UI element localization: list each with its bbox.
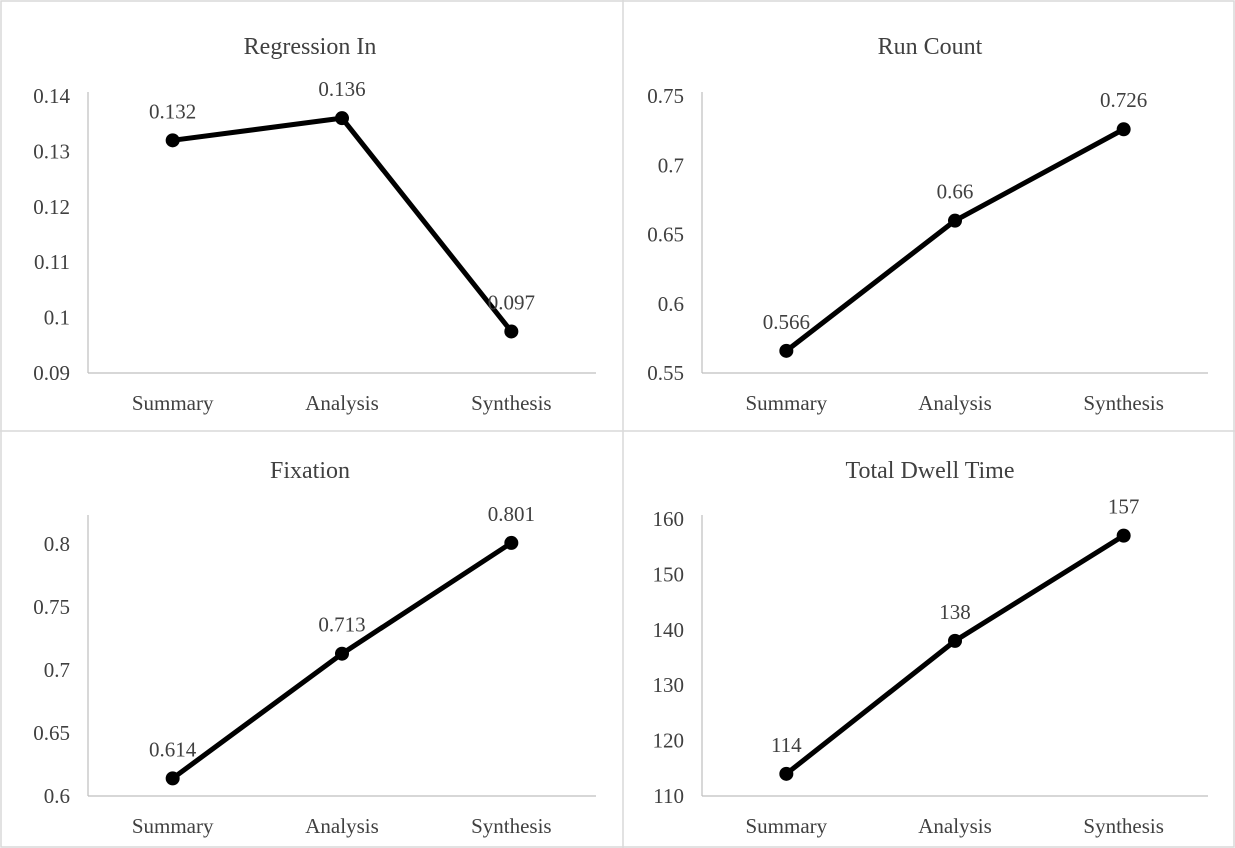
chart-title: Regression In <box>244 34 377 60</box>
chart-panel-run-count: Run Count 0.55 0.6 0.65 0.7 0.75 Summary Analys… <box>647 34 1208 415</box>
data-label: 0.66 <box>937 180 974 204</box>
data-point <box>504 535 519 550</box>
data-label: 0.713 <box>318 613 365 637</box>
y-tick-label: 120 <box>653 729 685 753</box>
y-tick-label: 0.7 <box>44 658 70 682</box>
x-tick-label: Analysis <box>305 391 379 415</box>
x-tick-label: Summary <box>745 814 827 838</box>
data-point <box>165 133 180 148</box>
data-label: 114 <box>771 733 802 757</box>
data-point <box>779 766 794 781</box>
x-tick-label: Summary <box>132 391 214 415</box>
y-tick-label: 0.6 <box>44 784 70 808</box>
chart-title: Run Count <box>878 34 983 60</box>
y-tick-label: 0.12 <box>33 195 70 219</box>
data-point <box>779 343 794 358</box>
data-point <box>1116 528 1131 543</box>
x-tick-label: Analysis <box>918 814 992 838</box>
y-tick-label: 140 <box>653 618 685 642</box>
data-point <box>504 324 519 339</box>
y-tick-label: 0.65 <box>647 223 684 247</box>
x-tick-label: Synthesis <box>1083 814 1164 838</box>
y-tick-label: 0.55 <box>647 361 684 385</box>
y-tick-label: 160 <box>653 507 685 531</box>
data-label: 0.801 <box>488 502 535 526</box>
y-tick-label: 0.09 <box>33 361 70 385</box>
y-tick-label: 110 <box>653 784 684 808</box>
data-label: 0.097 <box>488 290 535 314</box>
data-label: 0.136 <box>318 77 365 101</box>
y-tick-label: 0.75 <box>33 595 70 619</box>
x-tick-label: Synthesis <box>1083 391 1164 415</box>
x-tick-label: Summary <box>745 391 827 415</box>
data-point <box>335 111 349 126</box>
chart-title: Fixation <box>270 458 350 484</box>
y-tick-label: 0.7 <box>658 153 684 177</box>
data-point <box>165 771 180 786</box>
chart-panel-regression-in: Regression In 0.09 0.1 0.11 0.12 0.13 0.14 Summ… <box>33 34 596 415</box>
x-tick-label: Summary <box>132 814 214 838</box>
y-tick-label: 0.8 <box>44 532 70 556</box>
data-point <box>948 213 962 228</box>
y-tick-label: 130 <box>653 673 685 697</box>
data-point <box>948 633 962 648</box>
data-point <box>1116 122 1131 137</box>
y-tick-label: 0.13 <box>33 139 70 163</box>
x-tick-label: Synthesis <box>471 814 552 838</box>
data-label: 0.566 <box>763 310 810 334</box>
y-tick-label: 150 <box>653 562 685 586</box>
data-label: 0.132 <box>149 99 196 123</box>
x-tick-label: Analysis <box>305 814 379 838</box>
y-tick-label: 0.65 <box>33 721 70 745</box>
x-tick-label: Analysis <box>918 391 992 415</box>
y-tick-label: 0.11 <box>34 250 70 274</box>
chart-panel-fixation: Fixation 0.6 0.65 0.7 0.75 0.8 Summary Analysis… <box>33 458 596 838</box>
y-tick-label: 0.14 <box>33 84 70 108</box>
y-tick-label: 0.6 <box>658 292 684 316</box>
x-tick-label: Synthesis <box>471 391 552 415</box>
data-label: 0.726 <box>1100 88 1147 112</box>
chart-panel-total-dwell-time: Total Dwell Time 110 120 130 140 150 160 Summar… <box>653 458 1208 838</box>
chart-title: Total Dwell Time <box>846 458 1015 484</box>
y-tick-label: 0.1 <box>44 306 70 330</box>
data-point <box>335 646 349 661</box>
y-tick-label: 0.75 <box>647 84 684 108</box>
data-label: 157 <box>1108 495 1140 519</box>
data-label: 138 <box>939 600 971 624</box>
data-label: 0.614 <box>149 737 197 761</box>
